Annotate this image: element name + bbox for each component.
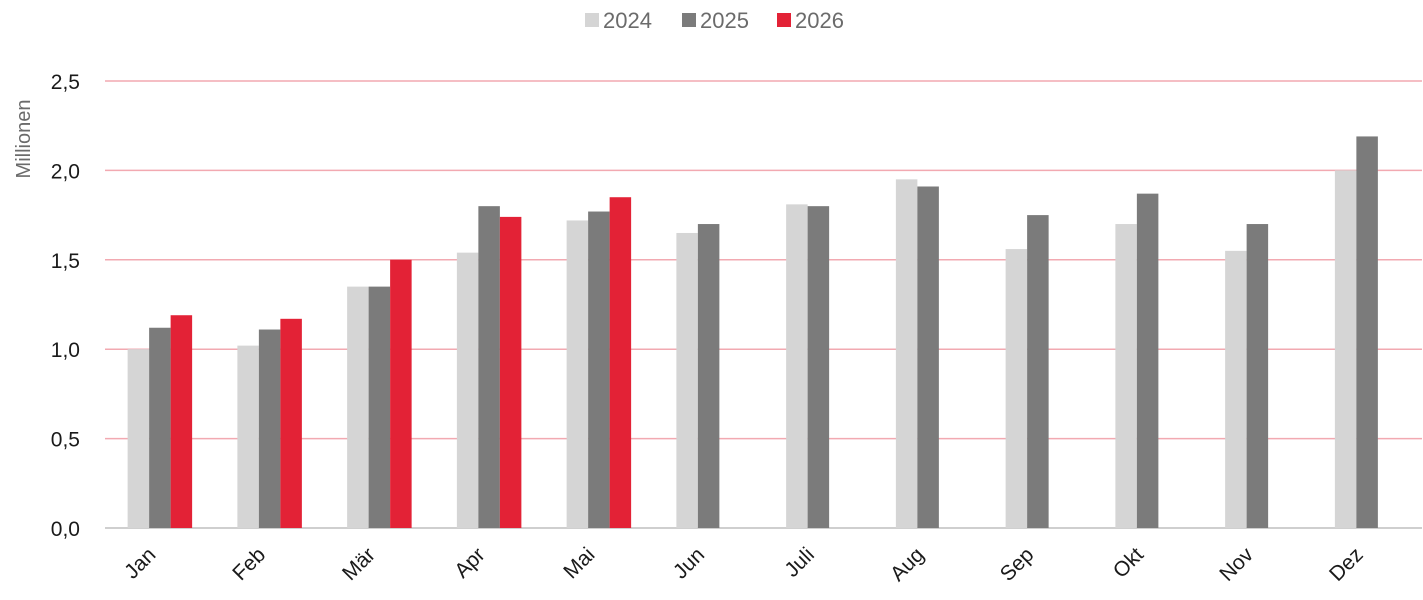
x-tick-label: Mär <box>338 543 380 585</box>
bars <box>127 136 1378 529</box>
y-axis-ticks: 0,0 0,5 1,0 1,5 2,0 2,5 <box>51 71 80 541</box>
bar-2026-Apr <box>499 216 522 528</box>
x-tick-label: Nov <box>1215 543 1258 586</box>
y-tick-label: 1,5 <box>51 250 80 273</box>
x-tick-label: Jun <box>669 543 709 583</box>
x-tick-label: Juli <box>780 543 819 582</box>
bar-2026-Mär <box>390 259 412 528</box>
legend-label: 2025 <box>700 8 749 33</box>
x-tick-label: Okt <box>1109 543 1148 582</box>
x-tick-label: Mai <box>559 543 599 583</box>
bar-2025-Jun <box>697 224 720 529</box>
bar-2024-Jan <box>127 349 150 528</box>
y-tick-label: 0,5 <box>51 429 80 452</box>
legend-swatch <box>585 13 599 27</box>
bar-2024-Nov <box>1225 250 1247 529</box>
bar-2025-Sep <box>1027 215 1049 528</box>
bar-2024-Aug <box>895 179 918 528</box>
bar-2025-Juli <box>807 206 830 528</box>
legend-label: 2024 <box>603 8 652 33</box>
x-tick-label: Sep <box>996 543 1039 586</box>
bar-2025-Dez <box>1356 136 1378 529</box>
bar-2024-Jun <box>676 232 698 529</box>
bar-2025-Okt <box>1136 193 1159 529</box>
bar-2024-Okt <box>1115 224 1137 529</box>
y-tick-label: 0,0 <box>51 518 80 541</box>
x-axis-ticks: Jan Feb Mär Apr Mai Jun Juli Aug Sep Okt Nov Dez <box>120 543 1367 586</box>
x-tick-label: Dez <box>1325 543 1368 586</box>
bar-2024-Feb <box>237 345 259 528</box>
bar-2024-Sep <box>1005 249 1028 528</box>
legend-swatch <box>777 13 791 27</box>
bar-2024-Mai <box>566 220 589 529</box>
bar-2024-Dez <box>1334 170 1357 528</box>
y-tick-label: 1,0 <box>51 339 80 362</box>
bar-2025-Feb <box>258 329 281 528</box>
bar-2024-Mär <box>347 286 369 528</box>
bar-2025-Mai <box>588 211 610 529</box>
y-tick-label: 2,5 <box>51 71 80 94</box>
bar-2024-Juli <box>786 204 808 528</box>
bar-2025-Nov <box>1246 224 1269 529</box>
bar-2025-Aug <box>917 186 939 528</box>
legend-swatch <box>682 13 696 27</box>
bar-2025-Mär <box>368 286 391 528</box>
x-tick-label: Feb <box>228 543 270 585</box>
bar-2026-Mai <box>609 197 632 528</box>
y-axis-label: Millionen <box>13 100 35 179</box>
x-tick-label: Apr <box>450 543 489 582</box>
legend-label: 2026 <box>795 8 844 33</box>
x-tick-label: Jan <box>120 543 160 583</box>
gridlines <box>105 80 1422 529</box>
legend-item-2025: 2025 <box>682 8 749 33</box>
bar-2026-Jan <box>170 315 193 528</box>
y-tick-label: 2,0 <box>51 160 80 183</box>
legend-item-2026: 2026 <box>777 8 844 33</box>
bar-2026-Feb <box>280 318 302 528</box>
bar-2025-Apr <box>478 206 500 528</box>
bar-2024-Apr <box>456 252 479 528</box>
legend: 2024 2025 2026 <box>585 8 844 33</box>
legend-item-2024: 2024 <box>585 8 652 33</box>
bar-2025-Jan <box>149 327 171 528</box>
x-tick-label: Aug <box>886 543 929 586</box>
